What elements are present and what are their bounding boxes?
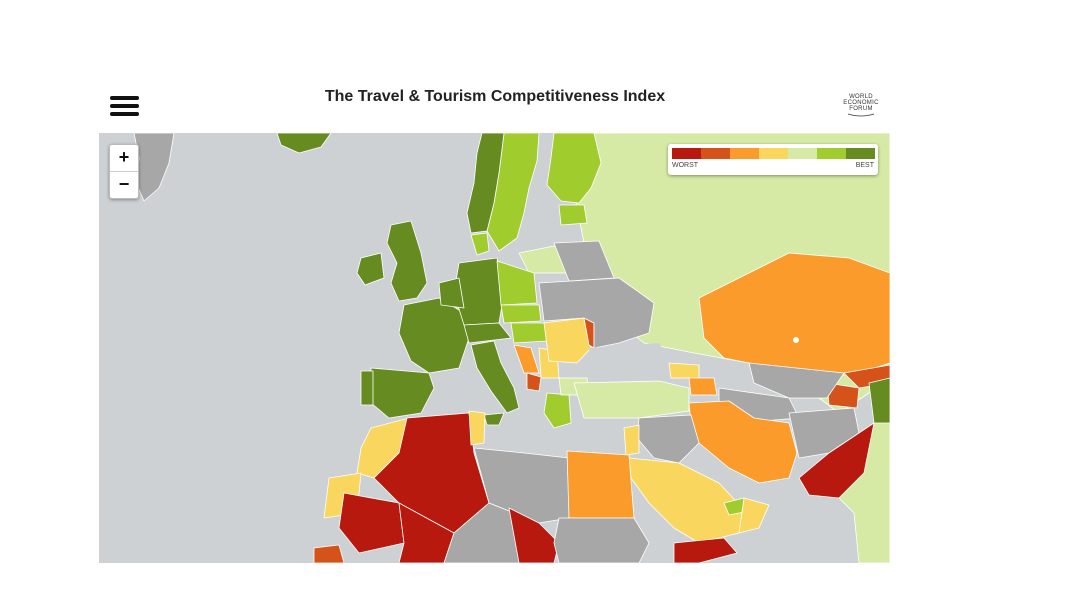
sicily bbox=[483, 412, 505, 426]
baltics-north bbox=[558, 204, 588, 226]
oman bbox=[738, 497, 770, 534]
nepal-india-north bbox=[868, 377, 890, 424]
zoom-control: + − bbox=[109, 144, 139, 199]
romania bbox=[543, 317, 592, 364]
greece bbox=[543, 392, 572, 429]
denmark bbox=[470, 232, 490, 256]
legend-swatch-7 bbox=[846, 148, 875, 159]
tajikistan bbox=[826, 382, 860, 409]
ukraine bbox=[538, 277, 655, 349]
india bbox=[838, 412, 890, 563]
bosnia bbox=[526, 372, 542, 392]
senegal bbox=[313, 544, 345, 563]
header: The Travel & Tourism Competitiveness Ind… bbox=[0, 0, 1080, 133]
yemen bbox=[673, 537, 738, 563]
wef-logo: WORLD ECONOMIC FORUM bbox=[836, 94, 886, 117]
portugal bbox=[360, 370, 374, 406]
france bbox=[398, 297, 470, 374]
legend-swatch-5 bbox=[788, 148, 817, 159]
legend-swatch-4 bbox=[759, 148, 788, 159]
zoom-out-button[interactable]: − bbox=[110, 171, 138, 198]
mauritania bbox=[338, 492, 405, 554]
legend-best-label: BEST bbox=[855, 162, 874, 169]
benelux bbox=[438, 277, 465, 309]
iceland bbox=[276, 133, 332, 154]
choropleth-map[interactable] bbox=[99, 133, 890, 563]
united-kingdom bbox=[386, 220, 428, 302]
legend-swatch-6 bbox=[817, 148, 846, 159]
italy bbox=[470, 340, 520, 414]
sudan bbox=[553, 517, 650, 563]
legend-worst-label: WORST bbox=[672, 162, 699, 169]
egypt bbox=[566, 450, 635, 519]
spain bbox=[370, 367, 435, 419]
poland bbox=[496, 260, 538, 306]
saudi-arabia bbox=[628, 457, 748, 544]
hungary bbox=[510, 322, 548, 344]
zoom-in-button[interactable]: + bbox=[118, 147, 130, 167]
legend-swatch-3 bbox=[730, 148, 759, 159]
georgia bbox=[668, 362, 700, 379]
switzerland-austria bbox=[463, 322, 512, 344]
logo-line-3: FORUM bbox=[849, 106, 873, 112]
legend-color-scale bbox=[672, 148, 875, 159]
legend-swatch-1 bbox=[672, 148, 701, 159]
logo-line-1: WORLD bbox=[849, 94, 873, 100]
logo-line-2: ECONOMIC bbox=[843, 100, 879, 106]
logo-swoosh-icon bbox=[847, 113, 875, 117]
turkey bbox=[573, 380, 690, 419]
ireland bbox=[356, 252, 385, 286]
syria-iraq bbox=[636, 414, 700, 464]
czech-slovakia bbox=[500, 304, 542, 324]
black-sea bbox=[589, 343, 674, 383]
tunisia bbox=[468, 410, 486, 446]
menu-icon[interactable] bbox=[108, 94, 140, 120]
page-title: The Travel & Tourism Competitiveness Ind… bbox=[324, 88, 666, 105]
legend-swatch-2 bbox=[701, 148, 730, 159]
greenland bbox=[133, 133, 175, 202]
belarus bbox=[553, 240, 615, 282]
armenia-azerbaijan bbox=[688, 377, 718, 396]
finland bbox=[546, 133, 602, 204]
map-legend: WORST BEST bbox=[668, 144, 878, 175]
map[interactable]: + − WORST BEST bbox=[99, 133, 890, 563]
croatia bbox=[513, 344, 540, 374]
uzbekistan bbox=[748, 362, 845, 399]
mali bbox=[398, 502, 455, 563]
levant bbox=[623, 424, 640, 456]
norway bbox=[466, 133, 505, 234]
